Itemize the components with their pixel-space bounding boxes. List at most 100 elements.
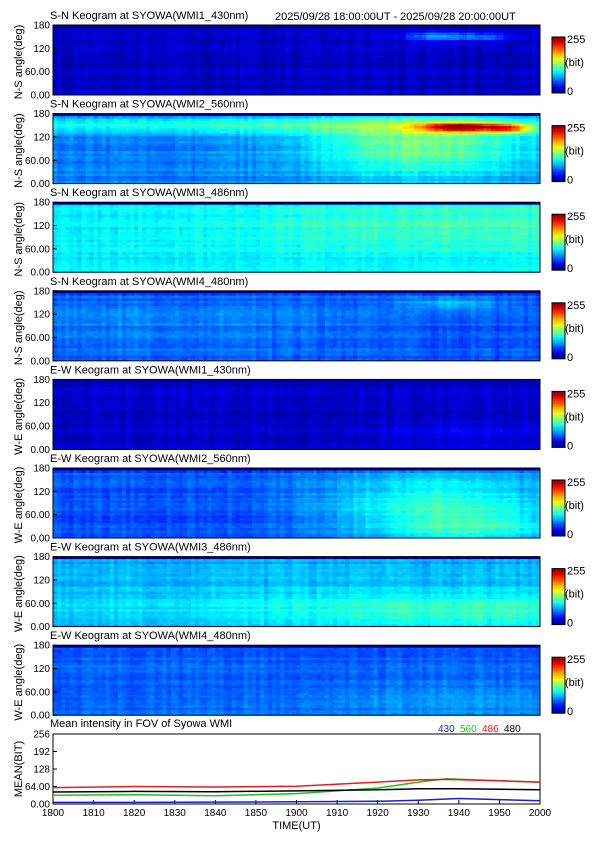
keogram-cell: [252, 144, 256, 147]
keogram-cell: [524, 30, 528, 33]
keogram-cell: [475, 53, 479, 56]
keogram-cell: [236, 50, 240, 53]
keogram-cell: [154, 139, 158, 142]
keogram-cell: [516, 73, 520, 76]
keogram-cell: [94, 156, 98, 159]
keogram-cell: [483, 80, 487, 83]
keogram-cell: [138, 121, 142, 124]
keogram-cell: [102, 83, 106, 86]
keogram-cell: [337, 73, 341, 76]
keogram-cell: [418, 40, 422, 43]
keogram-cell: [471, 75, 475, 78]
keogram-cell: [524, 73, 528, 76]
keogram-cell: [114, 78, 118, 81]
keogram-cell: [309, 38, 313, 41]
keogram-cell: [179, 161, 183, 164]
keogram-cell: [256, 176, 260, 179]
keogram-cell: [159, 171, 163, 174]
keogram-cell: [223, 116, 227, 119]
keogram-cell: [382, 55, 386, 58]
keogram-cell: [353, 58, 357, 61]
keogram-cell: [73, 159, 77, 162]
keogram-cell: [374, 60, 378, 63]
keogram-cell: [110, 126, 114, 129]
keogram-cell: [394, 80, 398, 83]
keogram-cell: [479, 28, 483, 31]
keogram-cell: [240, 179, 244, 182]
keogram-cell: [244, 129, 248, 132]
keogram-cell: [106, 33, 110, 36]
keogram-cell: [532, 40, 536, 43]
keogram-cell: [451, 38, 455, 41]
keogram-cell: [195, 166, 199, 169]
keogram-cell: [159, 151, 163, 154]
keogram-cell: [337, 43, 341, 46]
keogram-cell: [272, 33, 276, 36]
keogram-cell: [90, 174, 94, 177]
keogram-cell: [321, 83, 325, 86]
keogram-cell: [57, 35, 61, 38]
keogram-cell: [443, 75, 447, 78]
keogram-cell: [90, 85, 94, 88]
keogram-cell: [516, 63, 520, 66]
keogram-cell: [447, 75, 451, 78]
keogram-cell: [451, 65, 455, 68]
keogram-cell: [528, 73, 532, 76]
keogram-cell: [215, 55, 219, 58]
keogram-cell: [284, 48, 288, 51]
keogram-cell: [171, 171, 175, 174]
keogram-cell: [199, 33, 203, 36]
keogram-cell: [349, 53, 353, 56]
keogram-cell: [154, 90, 158, 93]
keogram-cell: [463, 65, 467, 68]
keogram-cell: [98, 131, 102, 134]
keogram-cell: [455, 50, 459, 53]
keogram-cell: [252, 60, 256, 63]
keogram-cell: [447, 53, 451, 56]
keogram-cell: [73, 146, 77, 149]
keogram-cell: [276, 50, 280, 53]
keogram-cell: [219, 149, 223, 152]
keogram-cell: [378, 88, 382, 91]
keogram-cell: [503, 30, 507, 33]
keogram-cell: [73, 169, 77, 172]
keogram-cell: [499, 53, 503, 56]
keogram-cell: [61, 53, 65, 56]
keogram-cell: [333, 88, 337, 91]
keogram-cell: [528, 63, 532, 66]
keogram-cell: [134, 88, 138, 91]
keogram-cell: [232, 38, 236, 41]
keogram-cell: [410, 30, 414, 33]
keogram-cell: [73, 83, 77, 86]
keogram-cell: [94, 174, 98, 177]
keogram-cell: [268, 121, 272, 124]
keogram-cell: [159, 35, 163, 38]
keogram-cell: [508, 70, 512, 73]
keogram-cell: [487, 88, 491, 91]
keogram-cell: [138, 139, 142, 142]
keogram-cell: [228, 88, 232, 91]
keogram-cell: [345, 50, 349, 53]
keogram-cell: [73, 136, 77, 139]
keogram-cell: [77, 78, 81, 81]
keogram-cell: [516, 70, 520, 73]
keogram-cell: [73, 166, 77, 169]
keogram-cell: [252, 174, 256, 177]
keogram-cell: [159, 159, 163, 162]
keogram-cell: [349, 48, 353, 51]
keogram-cell: [252, 50, 256, 53]
keogram-cell: [276, 116, 280, 119]
keogram-cell: [171, 88, 175, 91]
keogram-cell: [110, 43, 114, 46]
keogram-cell: [126, 73, 130, 76]
keogram-cell: [276, 121, 280, 124]
keogram-cell: [53, 38, 57, 41]
keogram-cell: [268, 126, 272, 129]
keogram-cell: [382, 35, 386, 38]
keogram-cell: [187, 80, 191, 83]
keogram-cell: [69, 174, 73, 177]
keogram-cell: [280, 55, 284, 58]
keogram-cell: [114, 169, 118, 172]
keogram-cell: [106, 141, 110, 144]
keogram-cell: [386, 73, 390, 76]
